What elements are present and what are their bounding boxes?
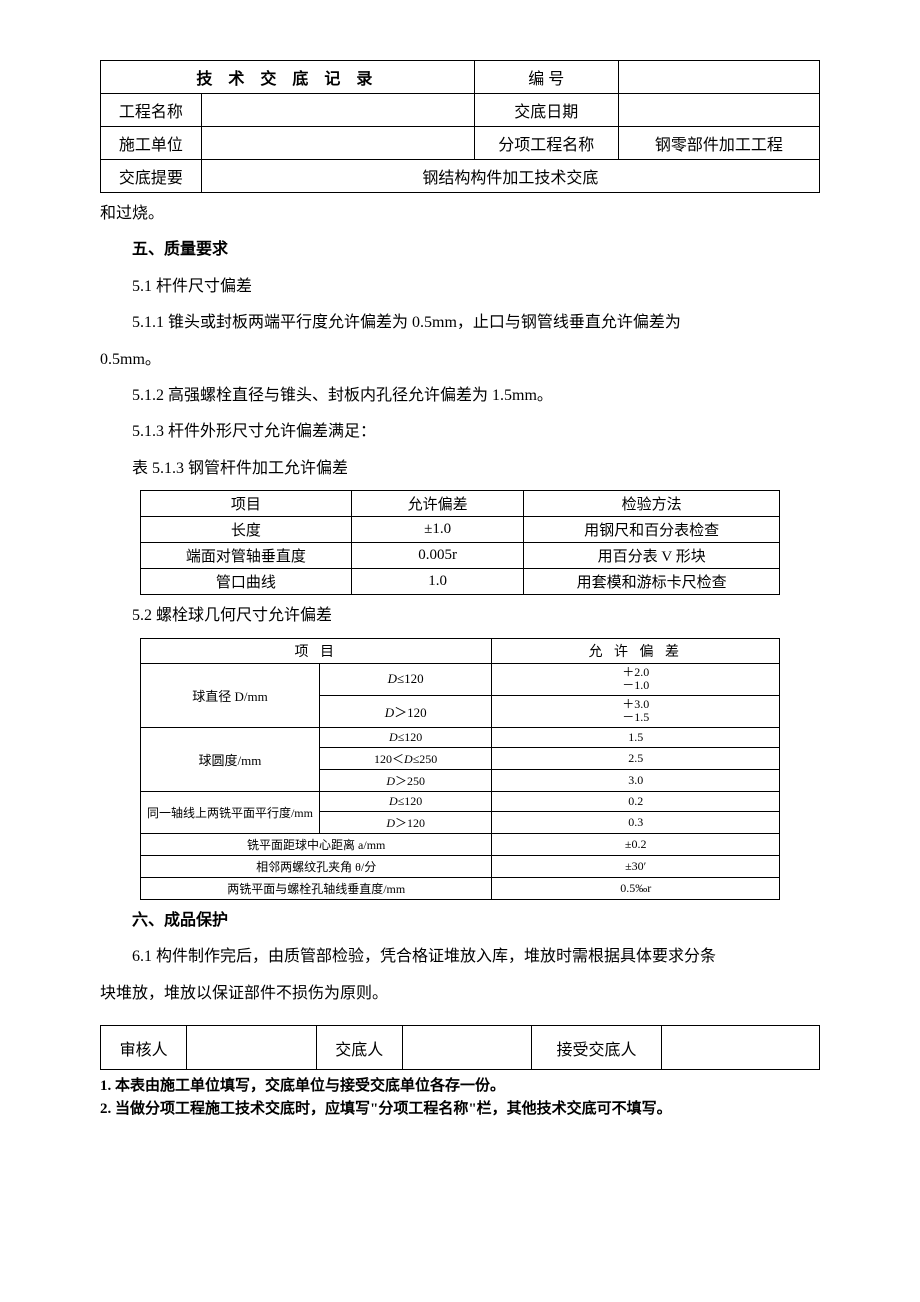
p-5-1-1b: 0.5mm。 (100, 345, 820, 375)
val: 0.2 (492, 791, 780, 811)
val: 0.3 (492, 811, 780, 833)
cond: D≤120 (319, 727, 492, 747)
note-1: 1. 本表由施工单位填写，交底单位与接受交底单位各存一份。 (100, 1074, 820, 1095)
p-6-1: 6.1 构件制作完后，由质管部检验，凭合格证堆放入库，堆放时需根据具体要求分条 (100, 942, 820, 972)
table-row: 项 目 允 许 偏 差 (141, 638, 780, 663)
signature-table: 审核人 交底人 接受交底人 (100, 1025, 820, 1070)
th-item: 项 目 (141, 638, 492, 663)
table-row: 铣平面距球中心距离 a/mm ±0.2 (141, 833, 780, 855)
label-perp: 两铣平面与螺栓孔轴线垂直度/mm (141, 877, 492, 899)
header-table: 技 术 交 底 记 录 编 号 工程名称 交底日期 施工单位 分项工程名称 钢零… (100, 60, 820, 193)
th-item: 项目 (141, 491, 352, 517)
table-5-1-3: 项目 允许偏差 检验方法 长度 ±1.0 用钢尺和百分表检查 端面对管轴垂直度 … (140, 490, 780, 595)
th-tol: 允 许 偏 差 (492, 638, 780, 663)
table-row: 同一轴线上两铣平面平行度/mm D≤120 0.2 (141, 791, 780, 811)
cell: 长度 (141, 517, 352, 543)
val: 3.0 (492, 769, 780, 791)
label-shigong: 施工单位 (101, 127, 202, 160)
val: 1.5 (492, 727, 780, 747)
label-roundness: 球圆度/mm (141, 727, 320, 791)
label-gongcheng: 工程名称 (101, 94, 202, 127)
cell: 管口曲线 (141, 569, 352, 595)
val: ±0.2 (492, 833, 780, 855)
p-5-1-2: 5.1.2 高强螺栓直径与锥头、封板内孔径允许偏差为 1.5mm。 (100, 381, 820, 411)
label-fenxiang: 分项工程名称 (474, 127, 618, 160)
val: ＋3.0－1.5 (492, 695, 780, 727)
cond: D＞120 (319, 811, 492, 833)
label-handover: 交底人 (316, 1026, 402, 1070)
p-5-1-1: 5.1.1 锥头或封板两端平行度允许偏差为 0.5mm，止口与钢管线垂直允许偏差… (100, 308, 820, 338)
label-jiaodiriqi: 交底日期 (474, 94, 618, 127)
value-tiyao: 钢结构构件加工技术交底 (201, 160, 819, 193)
table-row: 球直径 D/mm D≤120 ＋2.0－1.0 (141, 663, 780, 695)
val: ＋2.0－1.0 (492, 663, 780, 695)
cell: 端面对管轴垂直度 (141, 543, 352, 569)
footnotes: 1. 本表由施工单位填写，交底单位与接受交底单位各存一份。 2. 当做分项工程施… (100, 1074, 820, 1118)
label-tiyao: 交底提要 (101, 160, 202, 193)
label-bianhao: 编 号 (474, 61, 618, 94)
val: ±30′ (492, 855, 780, 877)
table-row: 两铣平面与螺栓孔轴线垂直度/mm 0.5‰r (141, 877, 780, 899)
th-tol: 允许偏差 (351, 491, 524, 517)
table-row: 端面对管轴垂直度 0.005r 用百分表 V 形块 (141, 543, 780, 569)
table-row: 相邻两螺纹孔夹角 θ/分 ±30′ (141, 855, 780, 877)
table-5-2: 项 目 允 许 偏 差 球直径 D/mm D≤120 ＋2.0－1.0 D＞12… (140, 638, 780, 900)
cond: D＞120 (319, 695, 492, 727)
note-2: 2. 当做分项工程施工技术交底时，应填写"分项工程名称"栏，其他技术交底可不填写… (100, 1097, 820, 1118)
cell: ±1.0 (351, 517, 524, 543)
value-handover (402, 1026, 531, 1070)
p-5-1-3: 5.1.3 杆件外形尺寸允许偏差满足： (100, 417, 820, 447)
cond: 120＜D≤250 (319, 747, 492, 769)
value-shigong (201, 127, 474, 160)
cell: 用钢尺和百分表检查 (524, 517, 780, 543)
table-row: 长度 ±1.0 用钢尺和百分表检查 (141, 517, 780, 543)
value-gongcheng (201, 94, 474, 127)
val: 2.5 (492, 747, 780, 769)
table513-caption: 表 5.1.3 钢管杆件加工允许偏差 (100, 454, 820, 484)
cell: 0.005r (351, 543, 524, 569)
label-center-dist: 铣平面距球中心距离 a/mm (141, 833, 492, 855)
cond: D≤120 (319, 791, 492, 811)
val: 0.5‰r (492, 877, 780, 899)
p-5-2: 5.2 螺栓球几何尺寸允许偏差 (100, 601, 820, 631)
cell: 用套模和游标卡尺检查 (524, 569, 780, 595)
p-continuation: 和过烧。 (100, 199, 820, 229)
value-jiaodiriqi (618, 94, 819, 127)
label-angle: 相邻两螺纹孔夹角 θ/分 (141, 855, 492, 877)
value-reviewer (187, 1026, 316, 1070)
p-6-1b: 块堆放，堆放以保证部件不损伤为原则。 (100, 979, 820, 1009)
doc-title: 技 术 交 底 记 录 (101, 61, 475, 94)
label-ball-d: 球直径 D/mm (141, 663, 320, 727)
p-5-1: 5.1 杆件尺寸偏差 (100, 272, 820, 302)
label-receiver: 接受交底人 (532, 1026, 661, 1070)
value-fenxiang: 钢零部件加工工程 (618, 127, 819, 160)
heading-6: 六、成品保护 (100, 906, 820, 936)
cond: D＞250 (319, 769, 492, 791)
label-parallel: 同一轴线上两铣平面平行度/mm (141, 791, 320, 833)
label-reviewer: 审核人 (101, 1026, 187, 1070)
table-row: 管口曲线 1.0 用套模和游标卡尺检查 (141, 569, 780, 595)
value-receiver (661, 1026, 819, 1070)
value-bianhao (618, 61, 819, 94)
cell: 用百分表 V 形块 (524, 543, 780, 569)
table-row: 球圆度/mm D≤120 1.5 (141, 727, 780, 747)
th-method: 检验方法 (524, 491, 780, 517)
table-row: 项目 允许偏差 检验方法 (141, 491, 780, 517)
heading-5: 五、质量要求 (100, 235, 820, 265)
cell: 1.0 (351, 569, 524, 595)
cond: D≤120 (319, 663, 492, 695)
